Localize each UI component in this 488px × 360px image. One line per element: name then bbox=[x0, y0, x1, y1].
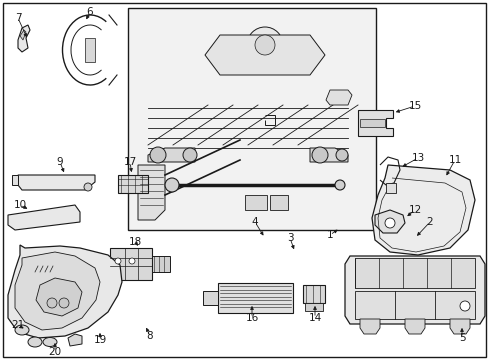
Text: 13: 13 bbox=[410, 153, 424, 163]
Polygon shape bbox=[15, 252, 100, 330]
Text: 2: 2 bbox=[426, 217, 432, 227]
Text: 18: 18 bbox=[128, 237, 142, 247]
Circle shape bbox=[459, 301, 469, 311]
Circle shape bbox=[335, 149, 347, 161]
Text: 20: 20 bbox=[48, 347, 61, 357]
Polygon shape bbox=[18, 175, 95, 190]
Bar bbox=[269, 195, 287, 210]
Text: 3: 3 bbox=[286, 233, 293, 243]
Bar bbox=[203, 291, 218, 305]
Text: 15: 15 bbox=[407, 101, 421, 111]
Text: 16: 16 bbox=[245, 313, 258, 323]
Text: 19: 19 bbox=[93, 335, 106, 345]
Polygon shape bbox=[18, 25, 30, 52]
Polygon shape bbox=[374, 210, 404, 233]
Text: 17: 17 bbox=[123, 157, 136, 167]
Circle shape bbox=[59, 298, 69, 308]
Text: 1: 1 bbox=[326, 230, 333, 240]
Bar bbox=[128, 8, 375, 230]
Polygon shape bbox=[68, 334, 82, 346]
Polygon shape bbox=[20, 30, 26, 40]
Polygon shape bbox=[371, 165, 474, 255]
Text: 10: 10 bbox=[13, 200, 26, 210]
Circle shape bbox=[150, 147, 165, 163]
Bar bbox=[218, 283, 292, 313]
Bar bbox=[110, 248, 152, 280]
Circle shape bbox=[183, 148, 197, 162]
Circle shape bbox=[334, 180, 345, 190]
Text: 11: 11 bbox=[447, 155, 461, 165]
Text: 9: 9 bbox=[57, 157, 63, 167]
Ellipse shape bbox=[43, 338, 57, 346]
Polygon shape bbox=[449, 319, 469, 334]
Polygon shape bbox=[204, 35, 325, 75]
Bar bbox=[303, 285, 325, 303]
Bar bbox=[354, 258, 474, 288]
Circle shape bbox=[84, 183, 92, 191]
Circle shape bbox=[47, 298, 57, 308]
Polygon shape bbox=[12, 175, 18, 185]
Circle shape bbox=[311, 147, 327, 163]
Text: 7: 7 bbox=[15, 13, 21, 23]
Polygon shape bbox=[325, 90, 351, 105]
Circle shape bbox=[164, 178, 179, 192]
Text: 8: 8 bbox=[146, 331, 153, 341]
Circle shape bbox=[246, 27, 283, 63]
Polygon shape bbox=[309, 148, 347, 162]
Bar bbox=[152, 256, 170, 272]
Text: 14: 14 bbox=[308, 313, 321, 323]
Bar bbox=[305, 303, 323, 311]
Polygon shape bbox=[359, 319, 379, 334]
Bar bbox=[354, 291, 474, 319]
Text: 6: 6 bbox=[86, 7, 93, 17]
Text: 21: 21 bbox=[11, 320, 24, 330]
Bar bbox=[359, 119, 384, 127]
Polygon shape bbox=[138, 165, 164, 220]
Bar bbox=[244, 195, 266, 210]
Polygon shape bbox=[36, 278, 82, 316]
Text: 5: 5 bbox=[458, 333, 465, 343]
Ellipse shape bbox=[28, 337, 42, 347]
Ellipse shape bbox=[15, 325, 29, 335]
Polygon shape bbox=[345, 256, 484, 324]
Polygon shape bbox=[148, 148, 195, 162]
Circle shape bbox=[254, 35, 274, 55]
Text: 4: 4 bbox=[251, 217, 258, 227]
Polygon shape bbox=[8, 205, 80, 230]
Polygon shape bbox=[8, 245, 122, 338]
Bar bbox=[118, 175, 148, 193]
Polygon shape bbox=[357, 110, 392, 136]
Circle shape bbox=[115, 258, 121, 264]
Polygon shape bbox=[85, 38, 95, 62]
Circle shape bbox=[384, 218, 394, 228]
Circle shape bbox=[129, 258, 135, 264]
Bar bbox=[385, 183, 395, 193]
Polygon shape bbox=[404, 319, 424, 334]
Text: 12: 12 bbox=[407, 205, 421, 215]
